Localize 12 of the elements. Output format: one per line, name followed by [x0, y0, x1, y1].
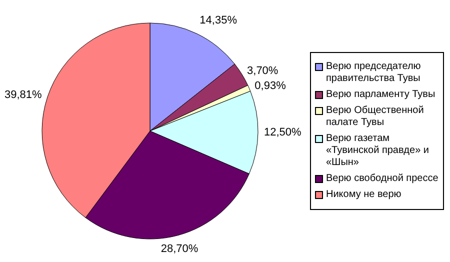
legend-label: Верю свободной прессе: [326, 173, 438, 185]
data-label: 3,70%: [247, 65, 278, 78]
data-label: 0,93%: [254, 80, 286, 92]
legend-label: Верю парламенту Тувы: [326, 89, 436, 101]
legend-label: Верю газетам «Тувинской правде» и «Шын»: [326, 133, 430, 169]
data-label: 39,81%: [4, 89, 42, 102]
legend-label: Верю Общественной палате Тувы: [326, 105, 425, 129]
data-label: 14,35%: [200, 14, 238, 26]
legend-label: Никому не верю: [326, 189, 402, 201]
data-label: 12,50%: [264, 126, 302, 139]
data-label: 28,70%: [160, 243, 198, 256]
legend-label: Верю председателю правительства Тувы: [326, 61, 422, 85]
